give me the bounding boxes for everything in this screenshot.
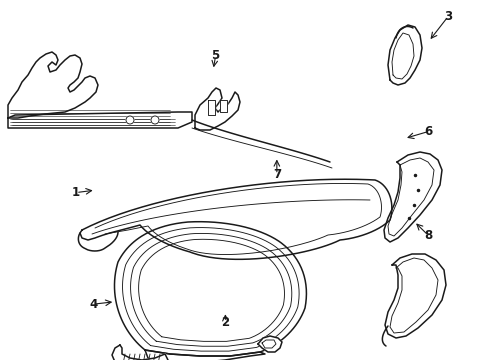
Polygon shape [195,88,240,130]
Polygon shape [220,100,227,112]
Text: 5: 5 [212,49,220,62]
Polygon shape [8,52,98,118]
Text: 3: 3 [444,10,452,23]
Polygon shape [112,345,168,360]
Polygon shape [80,179,392,259]
Text: 2: 2 [221,316,229,329]
Polygon shape [258,336,282,352]
Circle shape [126,116,134,124]
Polygon shape [115,222,306,356]
Polygon shape [384,152,442,242]
Text: 8: 8 [425,229,433,242]
Text: 4: 4 [89,298,97,311]
Polygon shape [388,25,422,85]
Polygon shape [385,254,446,338]
Text: 1: 1 [72,186,80,199]
Polygon shape [8,112,192,128]
Text: 6: 6 [425,125,433,138]
Circle shape [151,116,159,124]
Polygon shape [208,100,215,115]
Text: 7: 7 [273,168,281,181]
